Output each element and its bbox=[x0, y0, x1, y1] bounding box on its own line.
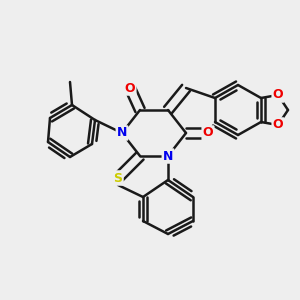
Text: O: O bbox=[273, 88, 283, 101]
Text: N: N bbox=[163, 149, 173, 163]
Text: O: O bbox=[203, 127, 213, 140]
Text: N: N bbox=[117, 127, 127, 140]
Text: S: S bbox=[113, 172, 122, 184]
Text: O: O bbox=[125, 82, 135, 94]
Text: O: O bbox=[273, 118, 283, 131]
